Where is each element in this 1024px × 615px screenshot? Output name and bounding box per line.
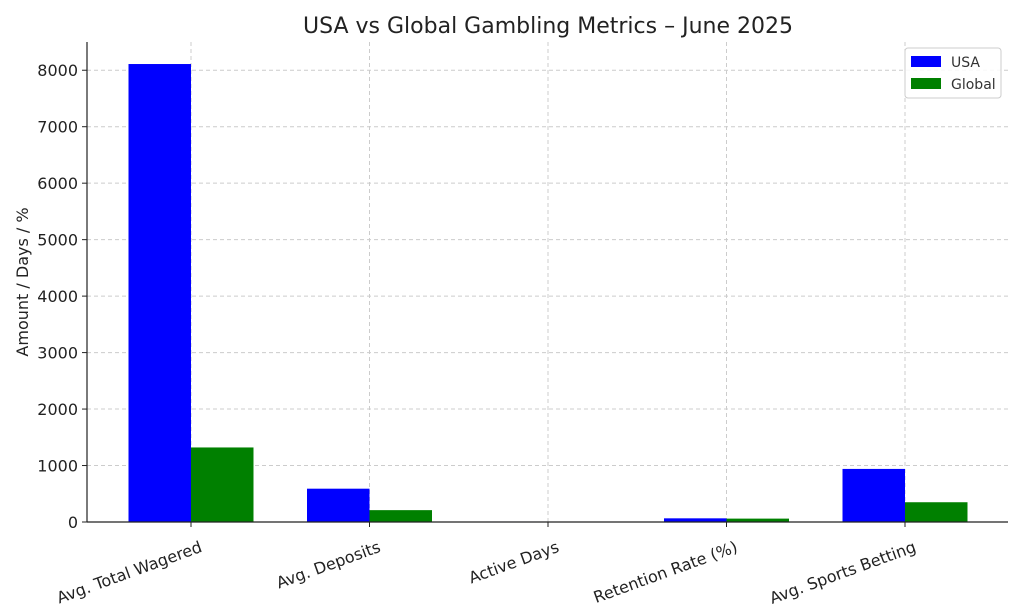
bar-global-1 [191,447,254,522]
y-tick-label: 0 [68,513,78,532]
x-axis-ticks: Avg. Total Wagered Avg. Deposits Active Da… [54,537,918,608]
bars [128,64,968,522]
bar-usa-4 [664,518,727,522]
y-tick-label: 4000 [37,287,78,306]
y-axis-label: Amount / Days / % [13,207,32,356]
legend-swatch-global [911,78,941,89]
y-tick-label: 3000 [37,344,78,363]
legend-label-global: Global [951,77,996,93]
y-tick-label: 2000 [37,400,78,419]
y-tick-label: 7000 [37,118,78,137]
bar-global-2 [369,510,432,522]
y-tick-label: 5000 [37,231,78,250]
x-tick-label: Retention Rate (%) [591,537,740,607]
y-tick-label: 8000 [37,61,78,80]
x-tick-label: Active Days [466,537,561,587]
y-tick-label: 1000 [37,457,78,476]
x-tick-label: Avg. Deposits [274,537,383,592]
x-tick-label: Avg. Total Wagered [54,537,204,607]
bar-usa-1 [128,64,191,522]
legend-label-usa: USA [951,55,980,71]
y-axis-ticks: 0 1000 2000 3000 4000 5000 6000 7000 8000 [37,61,78,532]
legend-swatch-usa [911,56,941,67]
legend: USA Global [904,47,1002,99]
bar-usa-5 [842,468,905,522]
bar-usa-2 [307,488,370,522]
bar-global-5 [905,502,968,522]
bar-global-4 [726,518,789,522]
axes [82,42,1008,527]
chart-title: USA vs Global Gambling Metrics – June 20… [303,14,793,39]
x-tick-label: Avg. Sports Betting [767,537,918,608]
y-tick-label: 6000 [37,174,78,193]
